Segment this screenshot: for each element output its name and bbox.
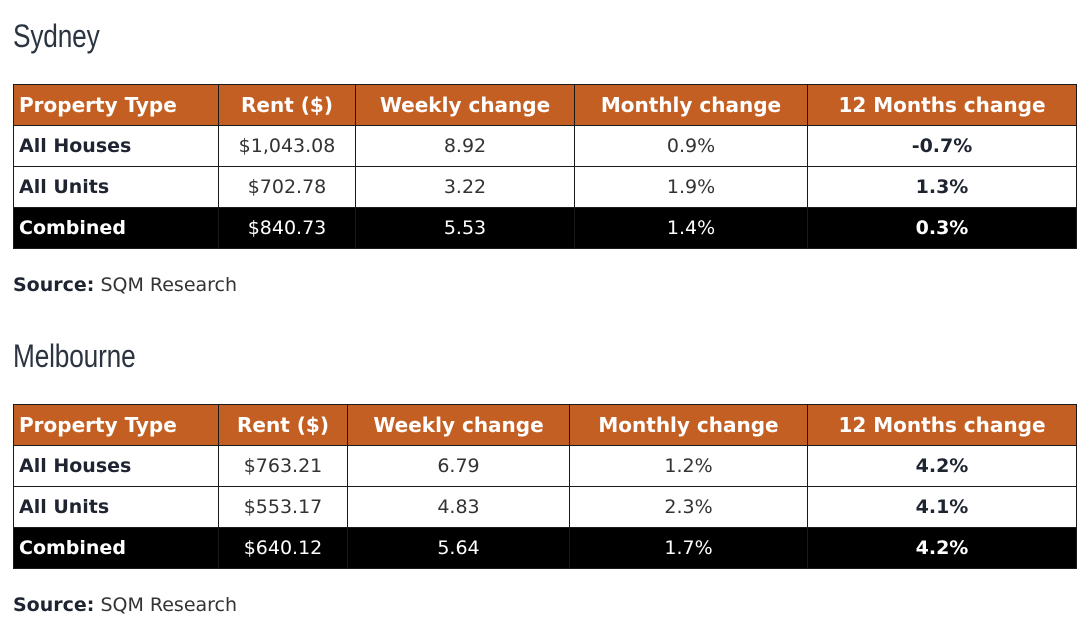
source-text: SQM Research — [100, 594, 238, 616]
monthly-change-cell: 1.9% — [574, 166, 808, 208]
property-type-cell: All Houses — [13, 445, 219, 487]
rent-cell: $702.78 — [218, 166, 356, 208]
table-row: All Units $553.17 4.83 2.3% 4.1% — [13, 486, 1077, 528]
weekly-change-cell: 5.53 — [355, 207, 575, 249]
column-header-monthly-change: Monthly change — [574, 84, 808, 126]
table-header-row: Property Type Rent ($) Weekly change Mon… — [13, 404, 1077, 446]
annual-change-cell: 4.2% — [807, 527, 1077, 569]
annual-change-cell: 1.3% — [807, 166, 1077, 208]
annual-change-cell: 4.2% — [807, 445, 1077, 487]
table-header-row: Property Type Rent ($) Weekly change Mon… — [13, 84, 1077, 126]
sydney-rent-table: Property Type Rent ($) Weekly change Mon… — [13, 84, 1077, 249]
monthly-change-cell: 1.2% — [569, 445, 808, 487]
melbourne-heading: Melbourne — [13, 338, 136, 374]
source-text: SQM Research — [100, 274, 238, 296]
monthly-change-cell: 0.9% — [574, 125, 808, 167]
rent-cell: $840.73 — [218, 207, 356, 249]
weekly-change-cell: 3.22 — [355, 166, 575, 208]
property-type-cell: Combined — [13, 207, 219, 249]
column-header-monthly-change: Monthly change — [569, 404, 808, 446]
source-label: Source: — [13, 594, 95, 616]
property-type-cell: Combined — [13, 527, 219, 569]
table-row: All Units $702.78 3.22 1.9% 1.3% — [13, 166, 1077, 208]
source-label: Source: — [13, 274, 95, 296]
property-type-cell: All Houses — [13, 125, 219, 167]
sydney-heading: Sydney — [13, 18, 100, 54]
column-header-weekly-change: Weekly change — [347, 404, 570, 446]
combined-row: Combined $840.73 5.53 1.4% 0.3% — [13, 207, 1077, 249]
table-row: All Houses $1,043.08 8.92 0.9% -0.7% — [13, 125, 1077, 167]
melbourne-rent-table: Property Type Rent ($) Weekly change Mon… — [13, 404, 1077, 569]
column-header-12-months-change: 12 Months change — [807, 404, 1077, 446]
monthly-change-cell: 1.4% — [574, 207, 808, 249]
annual-change-cell: 4.1% — [807, 486, 1077, 528]
property-type-cell: All Units — [13, 166, 219, 208]
rent-cell: $763.21 — [218, 445, 348, 487]
property-type-cell: All Units — [13, 486, 219, 528]
table-row: All Houses $763.21 6.79 1.2% 4.2% — [13, 445, 1077, 487]
column-header-12-months-change: 12 Months change — [807, 84, 1077, 126]
melbourne-source-note: Source: SQM Research — [13, 592, 237, 618]
monthly-change-cell: 1.7% — [569, 527, 808, 569]
weekly-change-cell: 6.79 — [347, 445, 570, 487]
rent-cell: $553.17 — [218, 486, 348, 528]
rent-cell: $1,043.08 — [218, 125, 356, 167]
column-header-property-type: Property Type — [13, 84, 219, 126]
annual-change-cell: 0.3% — [807, 207, 1077, 249]
annual-change-cell: -0.7% — [807, 125, 1077, 167]
combined-row: Combined $640.12 5.64 1.7% 4.2% — [13, 527, 1077, 569]
weekly-change-cell: 5.64 — [347, 527, 570, 569]
column-header-rent: Rent ($) — [218, 84, 356, 126]
column-header-weekly-change: Weekly change — [355, 84, 575, 126]
rent-cell: $640.12 — [218, 527, 348, 569]
column-header-rent: Rent ($) — [218, 404, 348, 446]
column-header-property-type: Property Type — [13, 404, 219, 446]
weekly-change-cell: 8.92 — [355, 125, 575, 167]
sydney-source-note: Source: SQM Research — [13, 272, 237, 298]
weekly-change-cell: 4.83 — [347, 486, 570, 528]
monthly-change-cell: 2.3% — [569, 486, 808, 528]
